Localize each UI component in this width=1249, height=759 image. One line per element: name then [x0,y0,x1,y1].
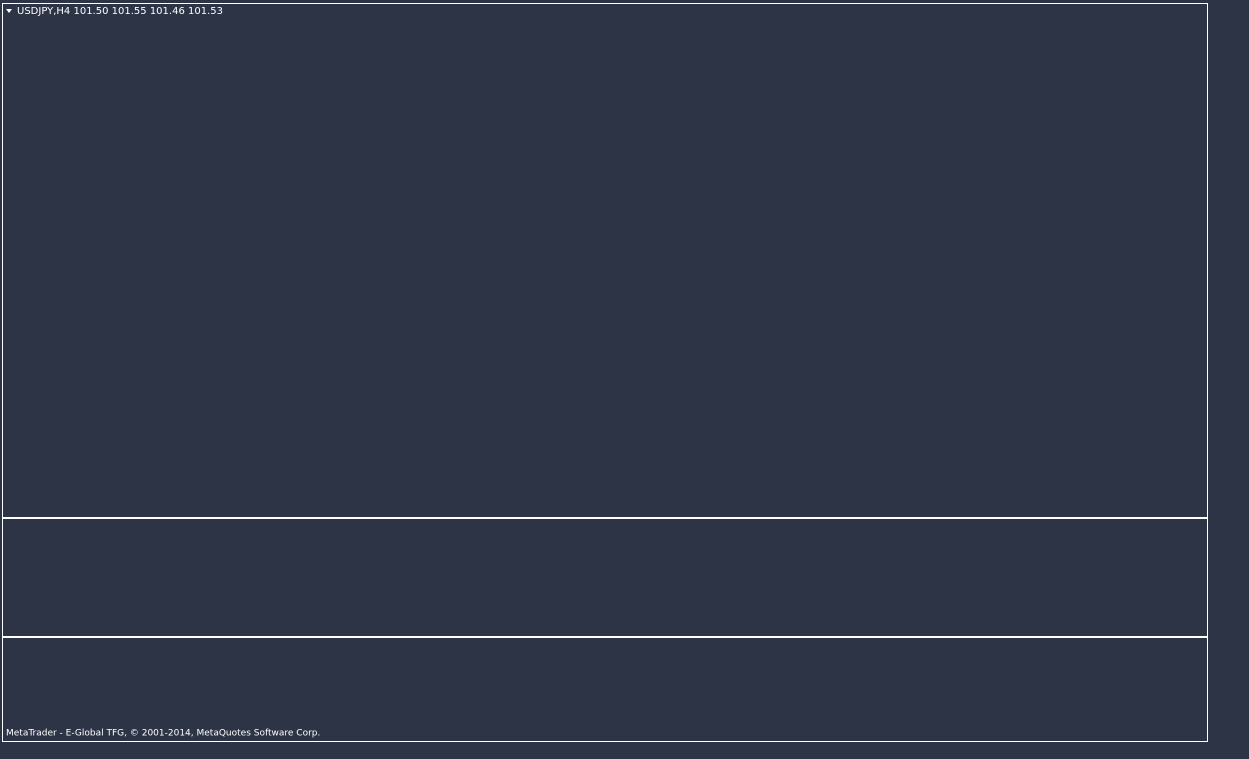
menu-arrow[interactable] [6,9,12,13]
footer: MetaTrader - E-Global TFG, © 2001-2014, … [6,729,320,739]
panel-border [2,3,1208,518]
panel-border [2,637,1208,742]
panel-border [2,518,1208,637]
header: USDJPY,H4 101.50 101.55 101.46 101.53 [17,6,223,17]
axis-bg [1207,0,1249,759]
